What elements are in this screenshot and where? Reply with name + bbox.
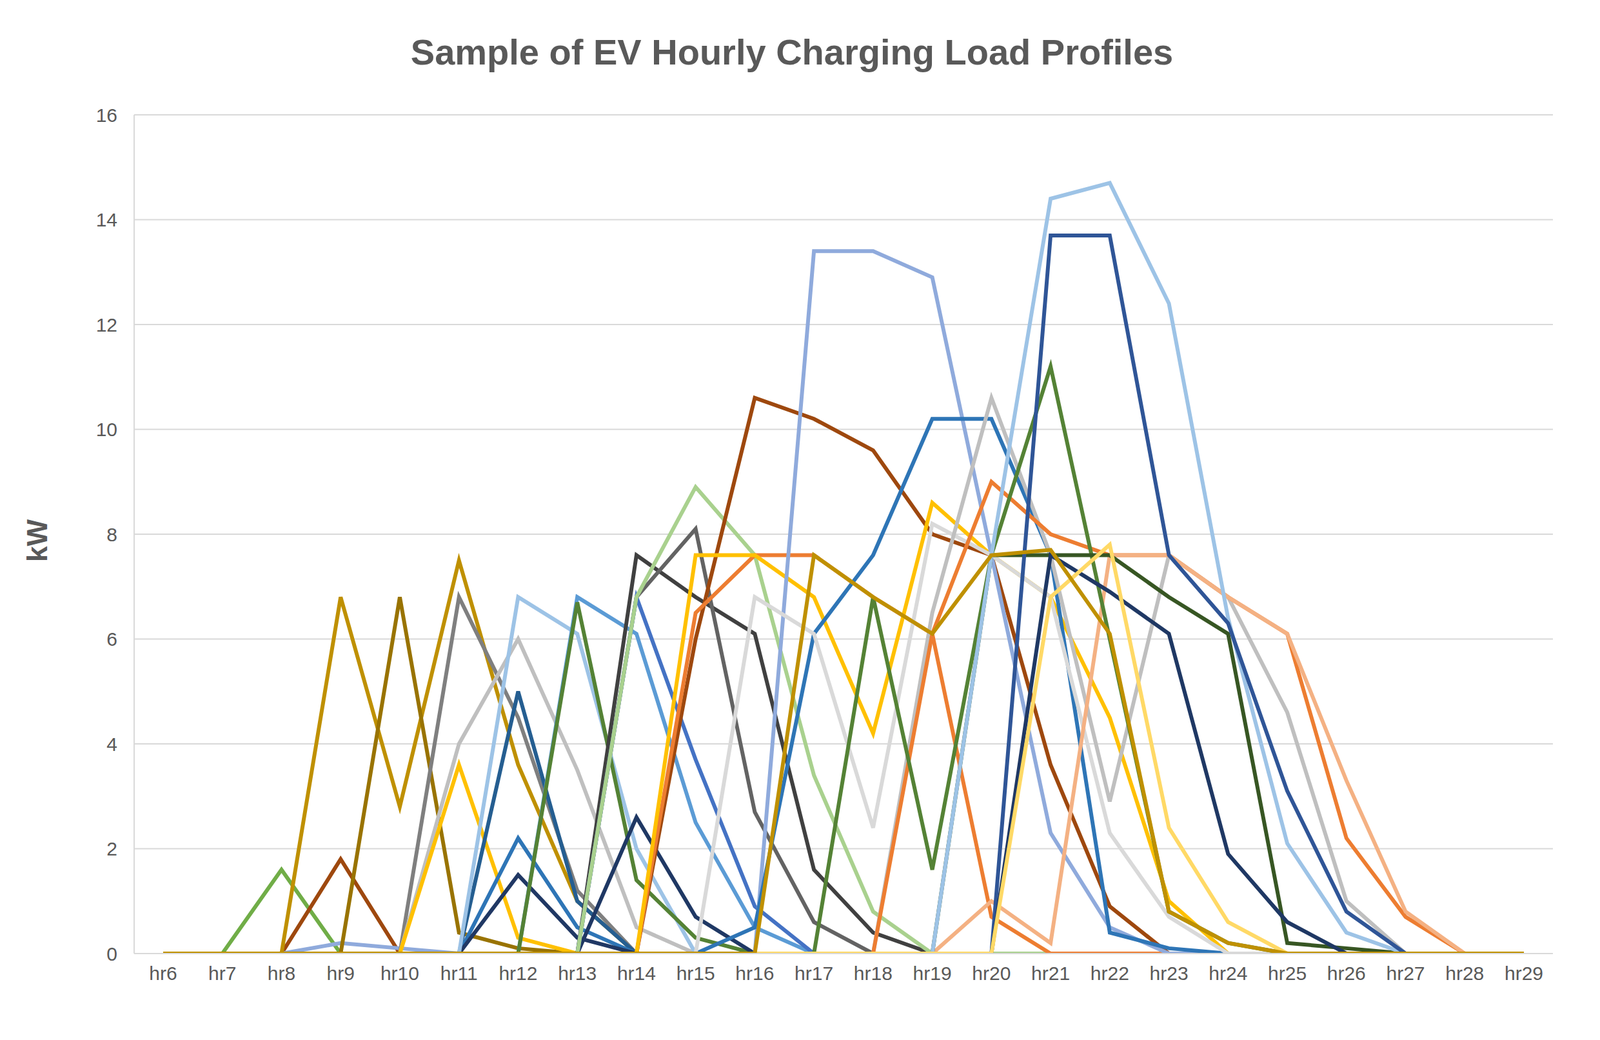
svg-text:hr23: hr23 <box>1149 962 1189 984</box>
svg-text:2: 2 <box>106 837 118 860</box>
svg-text:hr28: hr28 <box>1445 962 1484 984</box>
svg-text:hr7: hr7 <box>208 962 237 984</box>
svg-text:hr12: hr12 <box>498 962 538 984</box>
svg-text:14: 14 <box>96 208 118 231</box>
svg-text:hr22: hr22 <box>1090 962 1130 984</box>
svg-text:hr15: hr15 <box>676 962 716 984</box>
svg-text:6: 6 <box>106 628 118 650</box>
svg-text:hr6: hr6 <box>148 962 177 984</box>
svg-text:hr11: hr11 <box>440 962 478 984</box>
svg-text:16: 16 <box>96 104 118 126</box>
svg-text:hr25: hr25 <box>1267 962 1307 984</box>
html-text:Sample of EV Hourly Charging L: Sample of EV Hourly Charging Load Profil… <box>410 31 1174 73</box>
svg-text:8: 8 <box>106 523 118 545</box>
svg-text:hr19: hr19 <box>913 962 952 984</box>
svg-text:hr21: hr21 <box>1031 962 1070 984</box>
svg-text:hr10: hr10 <box>380 962 420 984</box>
svg-text:hr16: hr16 <box>735 962 774 984</box>
svg-text:hr17: hr17 <box>794 962 834 984</box>
svg-text:0: 0 <box>106 942 118 965</box>
svg-text:hr13: hr13 <box>557 962 597 984</box>
svg-text:hr29: hr29 <box>1504 962 1544 984</box>
svg-text:hr26: hr26 <box>1327 962 1366 984</box>
html-text:kW: kW <box>21 519 53 562</box>
svg-text:hr14: hr14 <box>617 962 656 984</box>
svg-text:4: 4 <box>106 733 118 755</box>
svg-text:hr24: hr24 <box>1208 962 1248 984</box>
svg-text:10: 10 <box>96 418 118 440</box>
svg-text:12: 12 <box>96 314 118 336</box>
svg-text:hr8: hr8 <box>267 962 296 984</box>
svg-text:hr27: hr27 <box>1385 962 1425 984</box>
svg-text:hr9: hr9 <box>326 962 355 984</box>
svg-text:hr18: hr18 <box>853 962 893 984</box>
svg-text:hr20: hr20 <box>971 962 1011 984</box>
